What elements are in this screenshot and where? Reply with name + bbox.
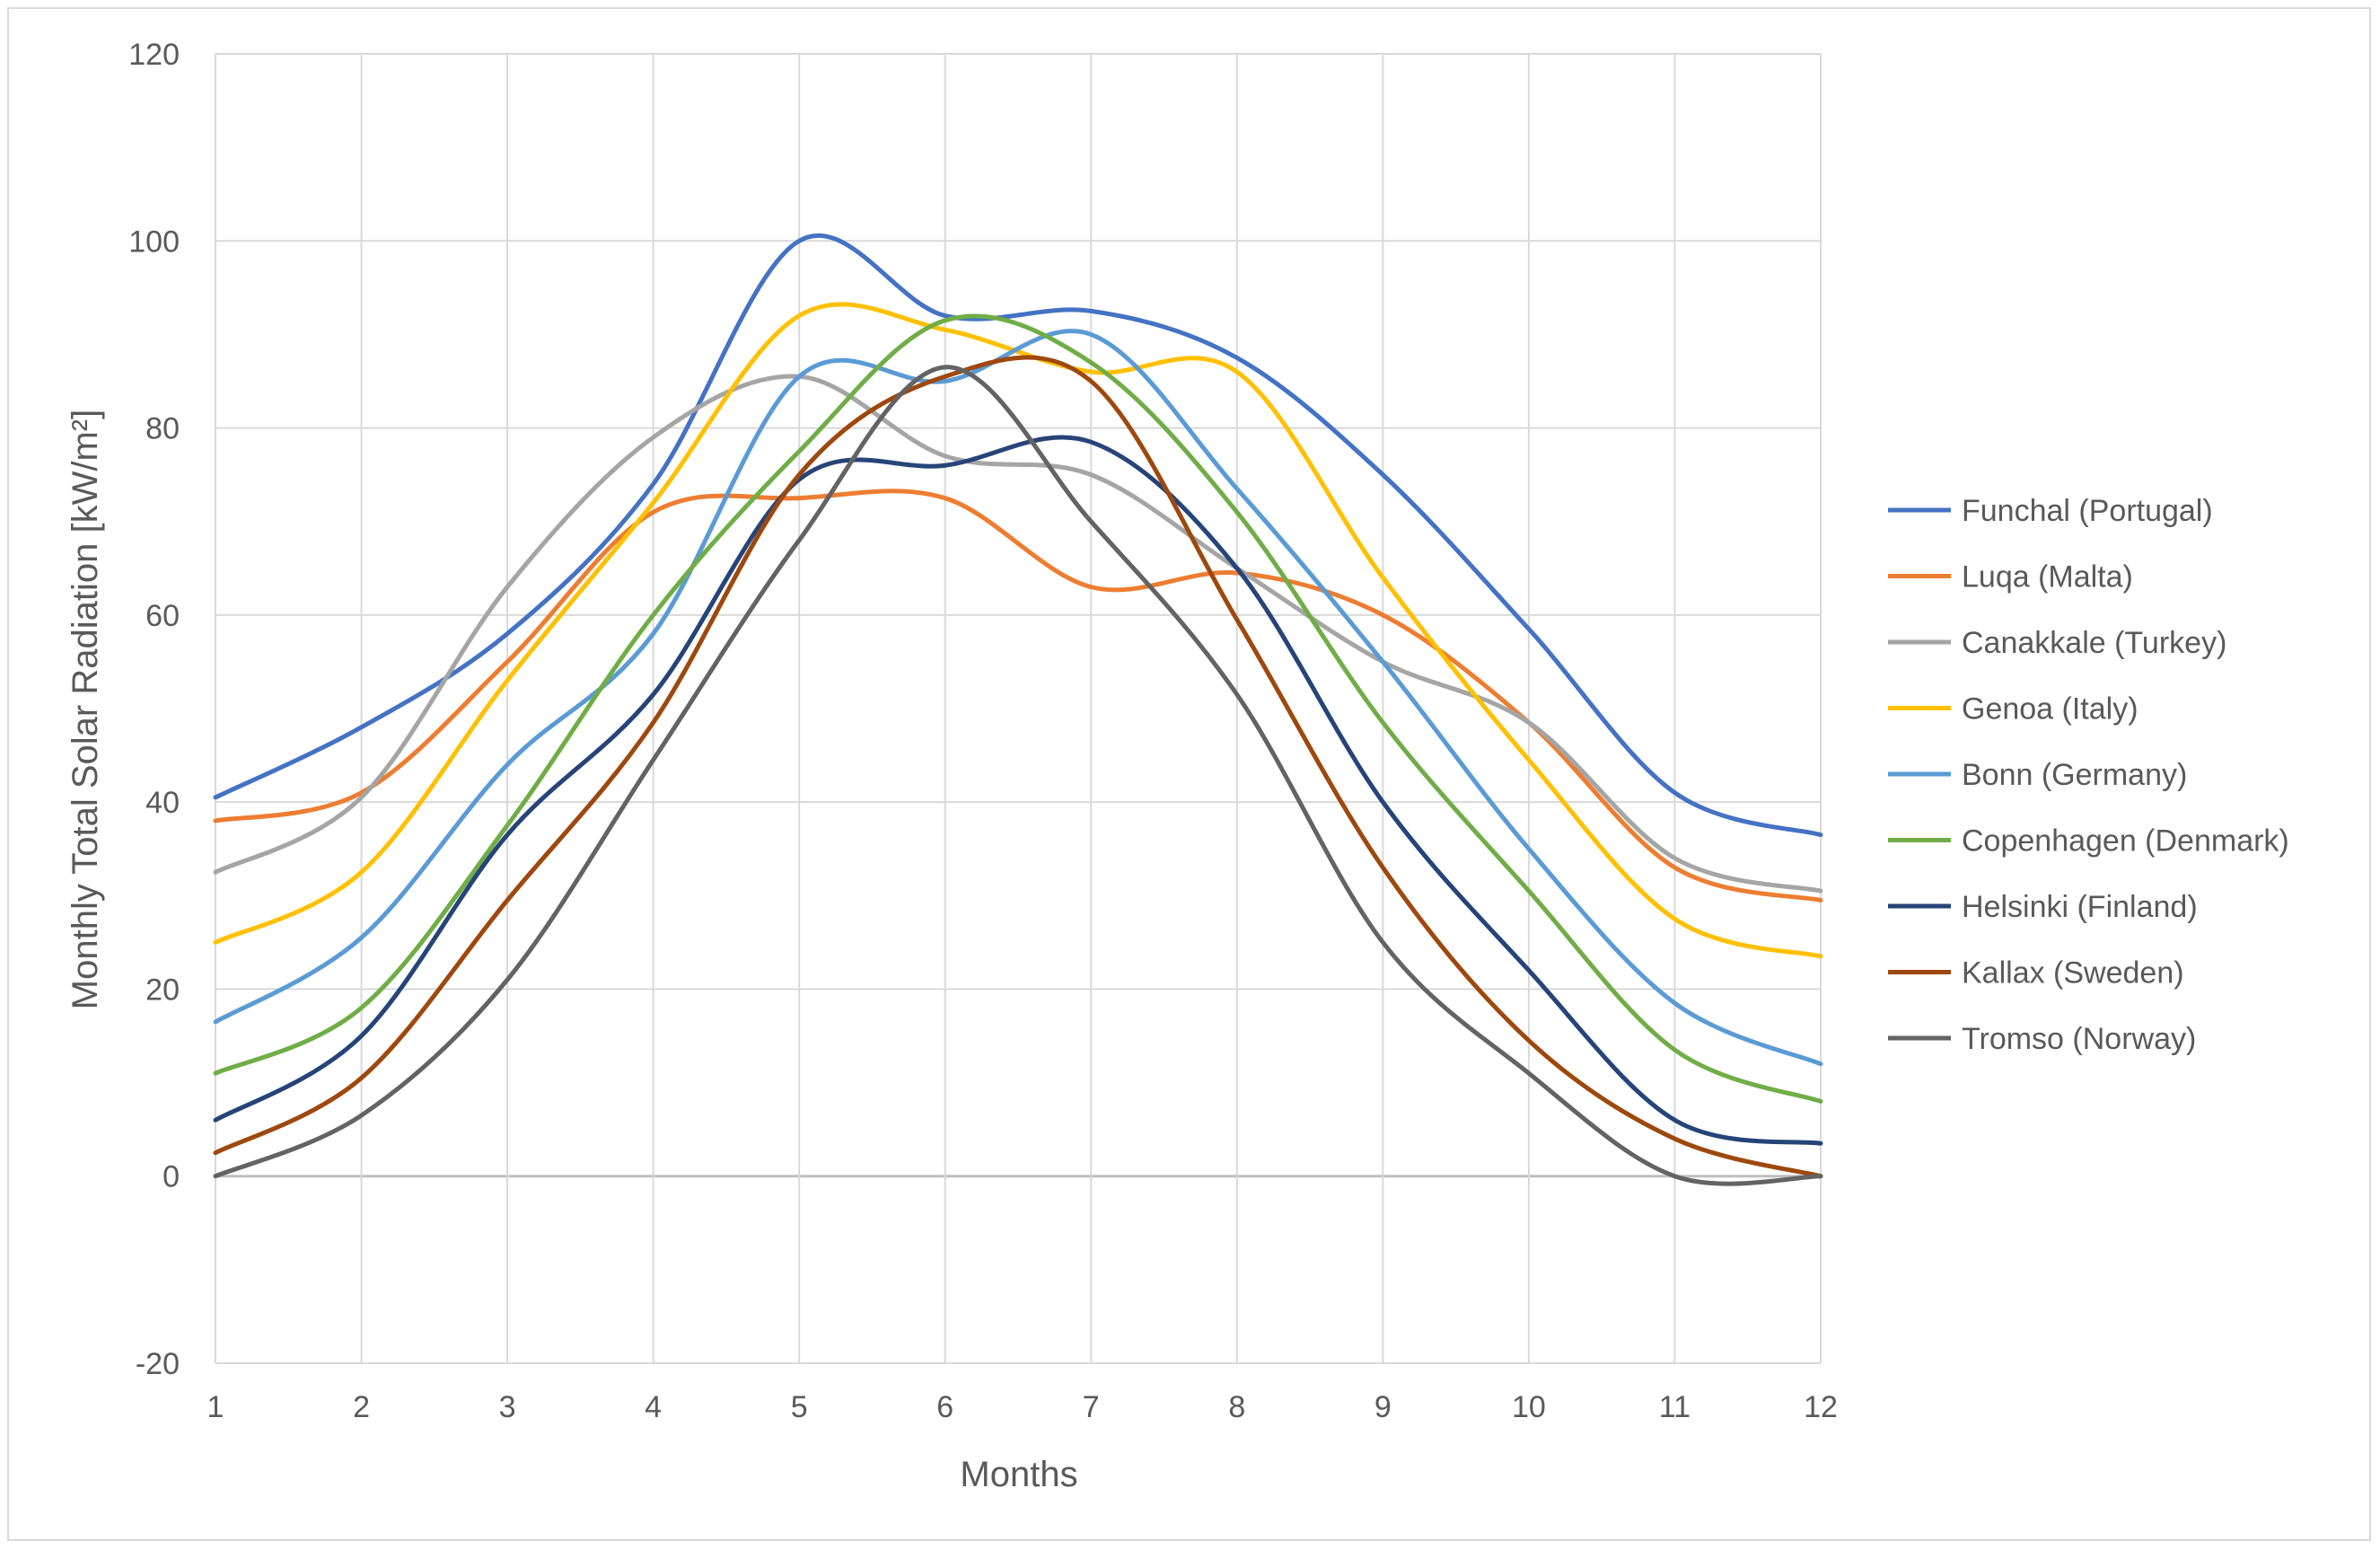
series-line-9 [213, 365, 1823, 1186]
legend-label: Bonn (Germany) [1962, 758, 2187, 792]
legend: Funchal (Portugal) Luqa (Malta) Canakkale … [1888, 494, 2289, 1056]
legend-label: Canakkale (Turkey) [1962, 626, 2226, 660]
y-tick-label: 100 [128, 225, 180, 259]
legend-label: Copenhagen (Denmark) [1962, 824, 2289, 859]
legend-label: Tromso (Norway) [1962, 1022, 2196, 1056]
series-line-5 [213, 329, 1823, 1067]
y-tick-label: 0 [162, 1160, 180, 1194]
x-axis-title: Months [960, 1455, 1077, 1494]
x-tick-label: 9 [1374, 1390, 1392, 1424]
y-tick-label: 120 [128, 38, 180, 72]
series-lines [213, 233, 1823, 1186]
x-axis-ticks: 1 2 3 4 5 6 7 8 9 10 11 12 [207, 1390, 1838, 1424]
x-tick-label: 5 [791, 1390, 808, 1424]
x-tick-label: 4 [645, 1390, 662, 1424]
series-line-7 [213, 435, 1823, 1146]
x-tick-label: 7 [1083, 1390, 1100, 1424]
x-tick-label: 10 [1512, 1390, 1546, 1424]
chart-frame [7, 7, 2371, 1541]
legend-label: Kallax (Sweden) [1962, 956, 2184, 991]
gridlines [215, 53, 1822, 1364]
y-tick-label: 40 [145, 786, 180, 820]
series-line-6 [213, 313, 1823, 1104]
series-line-3 [213, 374, 1823, 894]
legend-label: Funchal (Portugal) [1962, 494, 2213, 528]
y-tick-label: 60 [145, 599, 180, 633]
series-line-2 [213, 489, 1823, 903]
x-tick-label: 6 [936, 1390, 953, 1424]
y-axis-ticks: -20 0 20 40 60 80 100 120 [128, 38, 180, 1381]
series-line-8 [213, 355, 1823, 1179]
legend-label: Luqa (Malta) [1962, 560, 2133, 594]
legend-label: Helsinki (Finland) [1962, 890, 2198, 924]
y-tick-label: 20 [145, 973, 180, 1007]
x-tick-label: 8 [1228, 1390, 1245, 1424]
x-tick-label: 2 [353, 1390, 370, 1424]
y-tick-label: 80 [145, 412, 180, 446]
x-tick-label: 3 [499, 1390, 516, 1424]
x-tick-label: 12 [1804, 1390, 1838, 1424]
x-tick-label: 11 [1659, 1390, 1691, 1424]
x-tick-label: 1 [207, 1390, 224, 1424]
legend-label: Genoa (Italy) [1962, 692, 2138, 727]
y-tick-label: -20 [136, 1347, 180, 1381]
y-axis-title: Monthly Total Solar Radiation [kW/m²] [66, 410, 105, 1009]
series-line-4 [213, 302, 1823, 959]
